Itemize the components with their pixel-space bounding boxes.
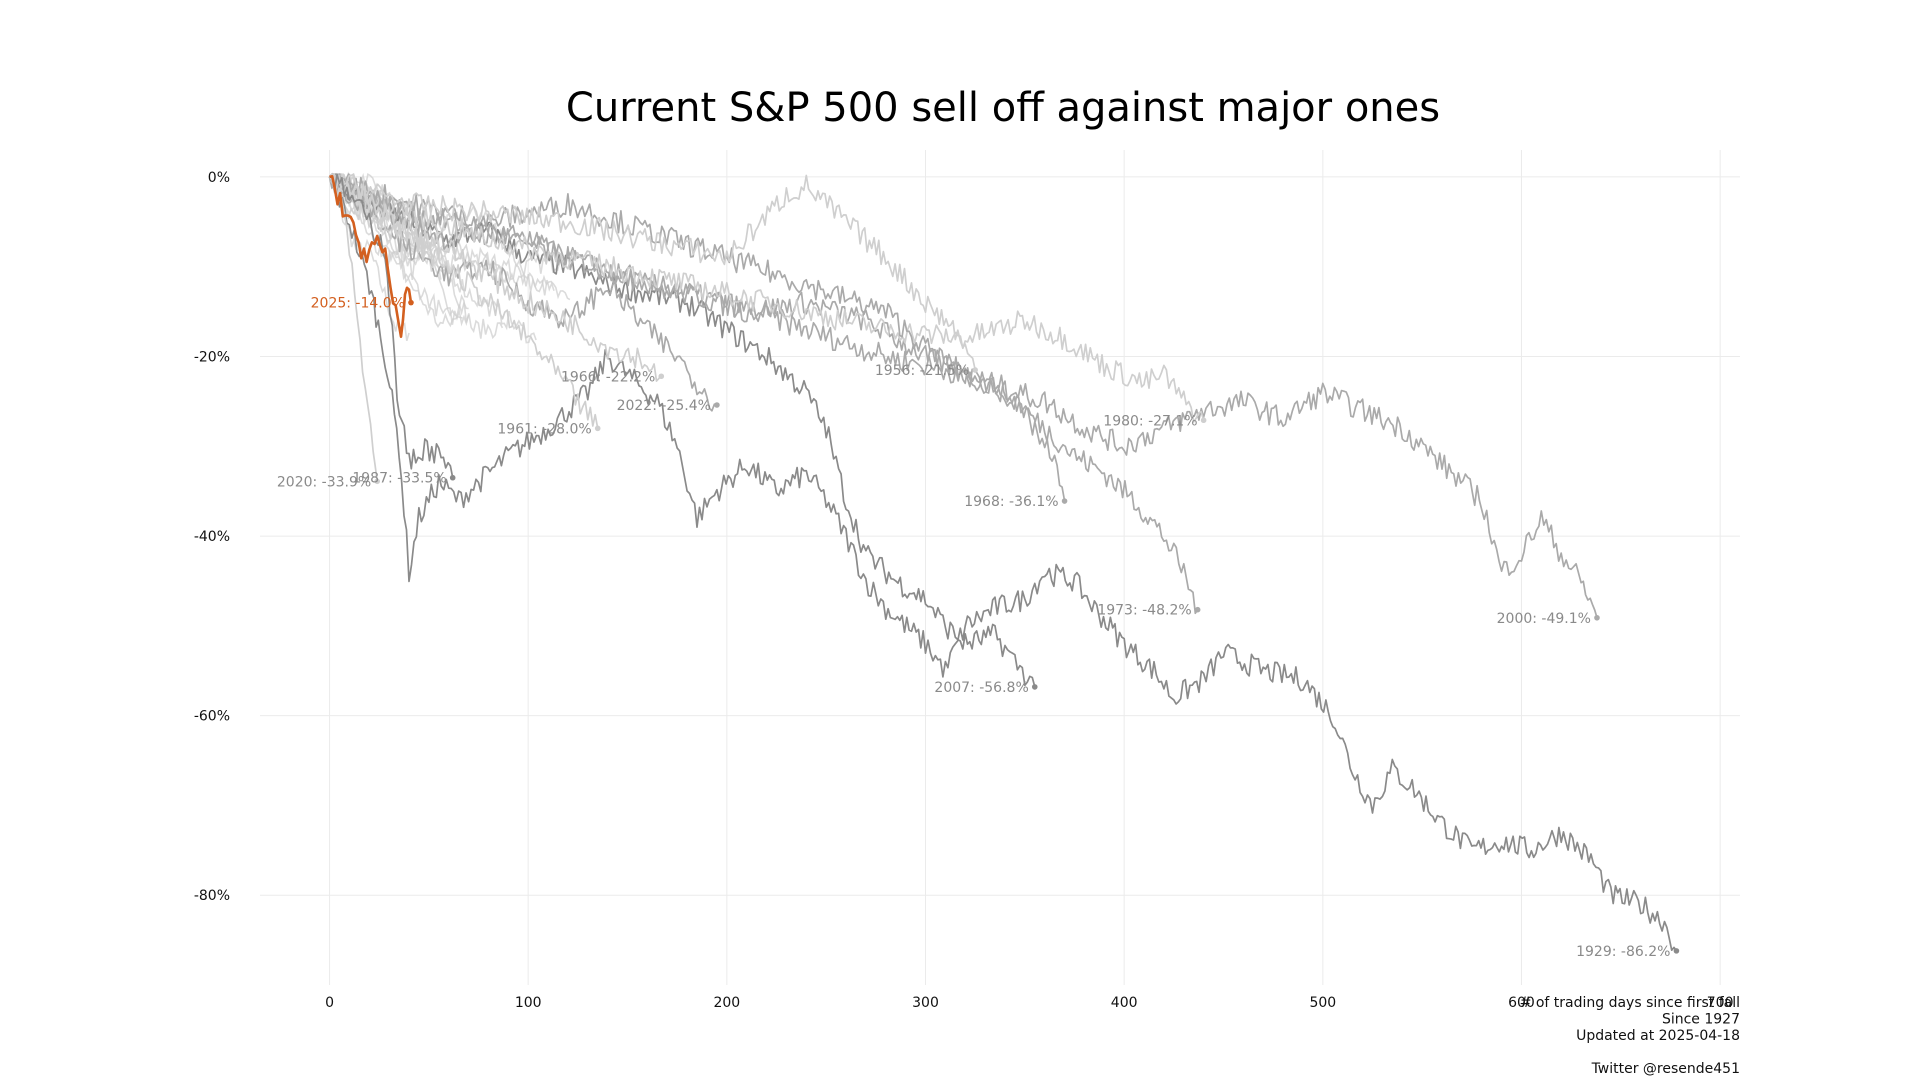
series-line-1929 bbox=[328, 176, 1678, 952]
series-end-marker-2000 bbox=[1594, 614, 1600, 621]
series-line-1966 bbox=[328, 173, 662, 382]
series-end-label-2020: 2020: -33.9% bbox=[277, 474, 371, 490]
caption-line: Updated at 2025-04-18 bbox=[1576, 1028, 1740, 1044]
series-end-marker-1956 bbox=[972, 367, 978, 373]
series-end-marker-2022 bbox=[714, 402, 720, 408]
series-end-label-1956: 1956: -21.5% bbox=[875, 363, 969, 379]
caption-line: Twitter @resende451 bbox=[1591, 1061, 1740, 1077]
series-end-labels: 1929: -86.2% 2007: -56.8% 1973: -48.2% 2000… bbox=[277, 296, 1671, 960]
x-tick-label: 700 bbox=[1707, 995, 1734, 1011]
series-end-label-1929: 1929: -86.2% bbox=[1576, 944, 1670, 960]
y-tick-label: 0% bbox=[208, 170, 230, 186]
series-end-marker-2007 bbox=[1031, 684, 1038, 690]
series-end-label-2022: 2022: -25.4% bbox=[617, 398, 711, 414]
series-line-2007 bbox=[328, 173, 1036, 688]
y-tick-label: -60% bbox=[194, 709, 230, 725]
series-end-label-1987: 1987: -33.5% bbox=[352, 471, 446, 487]
series-end-label-1966: 1966: -22.2% bbox=[561, 369, 655, 385]
chart-caption: # of trading days since first fallSince … bbox=[1520, 995, 1740, 1077]
series-end-marker-2020 bbox=[374, 478, 381, 485]
series-end-marker-1987 bbox=[449, 474, 456, 481]
background-series-line bbox=[328, 176, 470, 327]
series-line-1968 bbox=[328, 173, 1066, 502]
series-end-markers bbox=[374, 299, 1680, 954]
y-tick-label: -80% bbox=[194, 888, 230, 904]
series-end-label-1968: 1968: -36.1% bbox=[964, 494, 1058, 510]
series-line-1973 bbox=[328, 173, 1199, 615]
x-tick-label: 300 bbox=[912, 995, 939, 1011]
series-end-label-1973: 1973: -48.2% bbox=[1097, 603, 1191, 619]
series-line-2025 bbox=[329, 175, 413, 338]
y-tick-label: -40% bbox=[194, 529, 230, 545]
series-end-label-2025: 2025: -14.0% bbox=[311, 296, 405, 312]
series-line-1961 bbox=[328, 173, 599, 429]
series-line-2000 bbox=[328, 173, 1598, 619]
x-tick-label: 400 bbox=[1111, 995, 1138, 1011]
series-end-marker-1973 bbox=[1194, 606, 1201, 613]
series-end-label-1980: 1980: -27.1% bbox=[1103, 413, 1197, 429]
background-series-line bbox=[329, 176, 410, 342]
caption-line: # of trading days since first fall bbox=[1520, 995, 1740, 1011]
series-end-marker-1968 bbox=[1061, 498, 1068, 504]
background-series-line bbox=[328, 172, 561, 279]
series-end-marker-1929 bbox=[1673, 948, 1680, 954]
series-end-marker-1966 bbox=[658, 373, 665, 380]
y-axis-ticks: 0% -20% -40% -60% -80% bbox=[194, 170, 230, 904]
y-tick-label: -20% bbox=[194, 350, 230, 366]
series-lines bbox=[328, 173, 1678, 952]
series-end-label-1961: 1961: -28.0% bbox=[497, 421, 591, 437]
series-line-1956 bbox=[328, 173, 977, 371]
series-line-1980 bbox=[328, 173, 1205, 423]
x-tick-label: 0 bbox=[325, 995, 334, 1011]
series-end-marker-2025 bbox=[408, 299, 414, 306]
chart-title: Current S&P 500 sell off against major o… bbox=[566, 85, 1440, 131]
x-tick-label: 100 bbox=[515, 995, 542, 1011]
series-end-label-2000: 2000: -49.1% bbox=[1497, 611, 1591, 627]
series-end-label-2007: 2007: -56.8% bbox=[934, 680, 1028, 696]
x-tick-label: 600 bbox=[1508, 995, 1535, 1011]
x-tick-label: 200 bbox=[713, 995, 740, 1011]
grid-lines bbox=[260, 150, 1740, 985]
caption-line: Since 1927 bbox=[1662, 1012, 1740, 1028]
x-tick-label: 500 bbox=[1309, 995, 1336, 1011]
series-line-1987 bbox=[328, 173, 454, 478]
x-axis-ticks: 0 100 200 300 400 500 600 700 bbox=[325, 995, 1733, 1011]
series-end-marker-1980 bbox=[1200, 417, 1207, 424]
series-end-marker-1961 bbox=[594, 425, 601, 432]
